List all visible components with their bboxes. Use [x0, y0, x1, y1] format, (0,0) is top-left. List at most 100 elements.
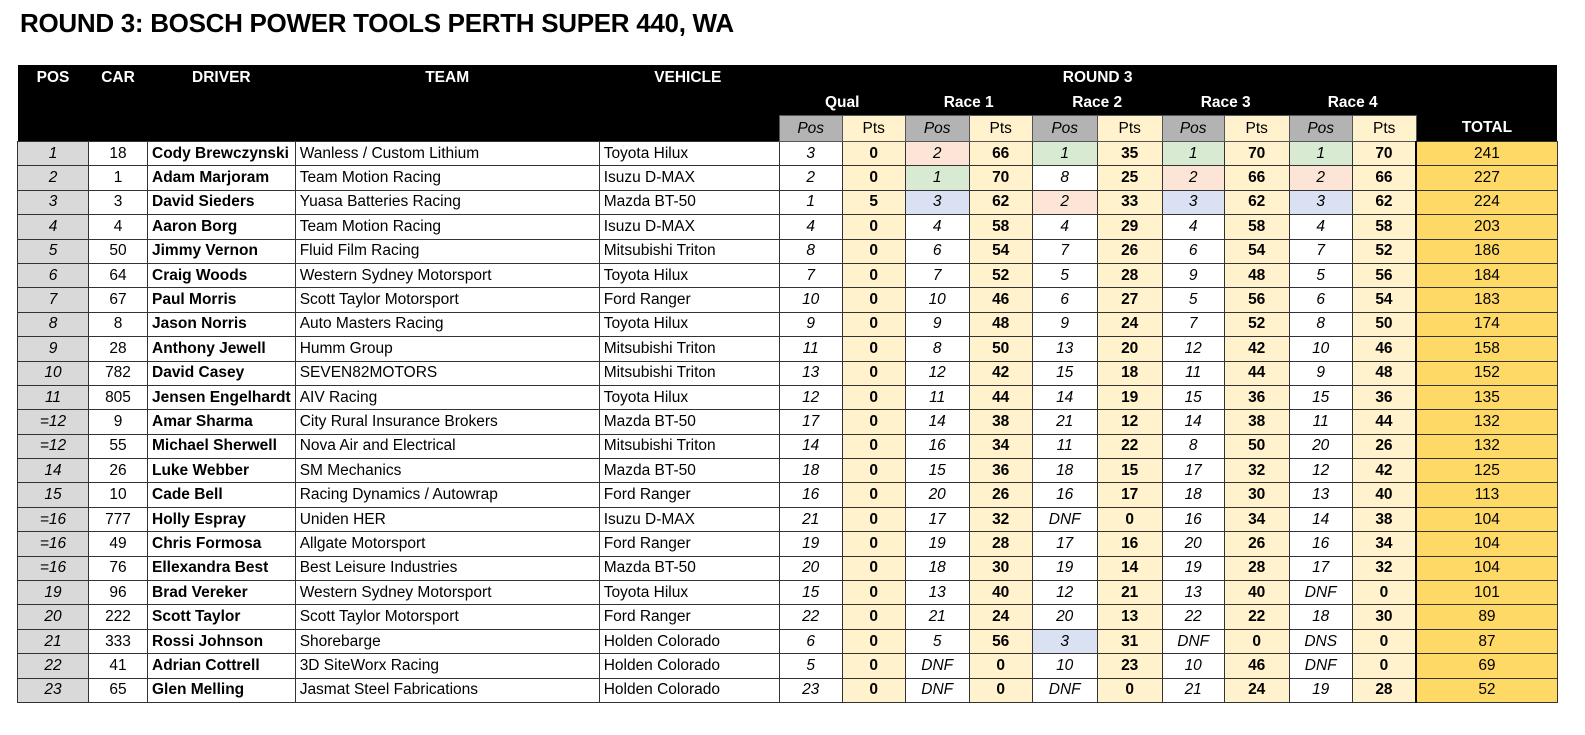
- qual-pts-cell: 0: [841, 506, 906, 533]
- race4-pos-cell: 15: [1288, 384, 1353, 411]
- race2-pts-cell: 25: [1096, 165, 1163, 191]
- header-race-4: Race 4: [1289, 91, 1417, 116]
- qual-pts-cell: 0: [841, 165, 906, 191]
- driver-cell: Holly Espray: [147, 506, 296, 533]
- race4-pts-cell: 0: [1351, 653, 1417, 679]
- race3-pos-cell: 17: [1161, 458, 1225, 484]
- vehicle-cell: Mazda BT-50: [598, 409, 780, 435]
- subheader-pts: Pts: [968, 115, 1033, 142]
- race2-pts-cell: 20: [1096, 336, 1163, 362]
- total-cell: 203: [1415, 214, 1558, 240]
- total-cell: 113: [1415, 482, 1558, 508]
- position-cell: 3: [17, 189, 89, 216]
- race4-pos-cell: 17: [1288, 555, 1353, 582]
- race1-pts-cell: 66: [968, 140, 1033, 167]
- driver-cell: Cody Brewczynski: [147, 140, 296, 167]
- position-cell: 10: [17, 360, 89, 386]
- race1-pts-cell: 48: [968, 311, 1033, 338]
- car-number-cell: 26: [88, 458, 148, 484]
- position-cell: =16: [17, 555, 89, 582]
- race1-pos-cell: 2: [904, 140, 970, 167]
- vehicle-cell: Mazda BT-50: [598, 555, 780, 582]
- race4-pos-cell: 5: [1288, 262, 1353, 289]
- race4-pos-cell: 2: [1288, 165, 1353, 191]
- position-cell: =16: [17, 506, 89, 533]
- team-cell: Allgate Motorsport: [294, 531, 600, 557]
- race4-pts-cell: 26: [1351, 433, 1417, 460]
- race4-pts-cell: 30: [1351, 604, 1417, 630]
- car-number-cell: 333: [88, 628, 148, 655]
- race1-pos-cell: 4: [904, 214, 970, 240]
- car-number-cell: 782: [88, 360, 148, 386]
- table-row: =16 76 Ellexandra Best Best Leisure Industr…: [17, 555, 1558, 582]
- qual-pos-cell: 2: [778, 165, 843, 191]
- race3-pos-cell: 12: [1161, 336, 1225, 362]
- race1-pts-cell: 46: [968, 287, 1033, 313]
- subheader-pts: Pts: [1351, 115, 1417, 142]
- race2-pts-cell: 13: [1096, 604, 1163, 630]
- header-round: ROUND 3: [779, 65, 1417, 91]
- total-cell: 183: [1415, 287, 1558, 313]
- race1-pts-cell: 58: [968, 214, 1033, 240]
- driver-cell: Craig Woods: [147, 262, 296, 289]
- car-number-cell: 96: [88, 580, 148, 606]
- total-cell: 104: [1415, 531, 1558, 557]
- driver-cell: Jason Norris: [147, 311, 296, 338]
- race3-pos-cell: 6: [1161, 238, 1225, 264]
- race1-pts-cell: 0: [968, 653, 1033, 679]
- race1-pts-cell: 34: [968, 433, 1033, 460]
- page-title: ROUND 3: BOSCH POWER TOOLS PERTH SUPER 4…: [20, 8, 734, 38]
- car-number-cell: 28: [88, 336, 148, 362]
- race2-pos-cell: 15: [1031, 360, 1098, 386]
- team-cell: Scott Taylor Motorsport: [294, 287, 600, 313]
- position-cell: 11: [17, 384, 89, 411]
- race3-pos-cell: 20: [1161, 531, 1225, 557]
- car-number-cell: 4: [88, 214, 148, 240]
- race4-pts-cell: 56: [1351, 262, 1417, 289]
- qual-pts-cell: 0: [841, 555, 906, 582]
- position-cell: 14: [17, 458, 89, 484]
- car-number-cell: 67: [88, 287, 148, 313]
- qual-pts-cell: 0: [841, 409, 906, 435]
- qual-pts-cell: 0: [841, 482, 906, 508]
- race1-pos-cell: 19: [904, 531, 970, 557]
- qual-pos-cell: 23: [778, 677, 843, 703]
- race2-pos-cell: 12: [1031, 580, 1098, 606]
- race3-pos-cell: 19: [1161, 555, 1225, 582]
- table-row: 10 782 David Casey SEVEN82MOTORS Mitsubishi …: [17, 360, 1558, 386]
- qual-pos-cell: 13: [778, 360, 843, 386]
- race2-pos-cell: 13: [1031, 336, 1098, 362]
- race2-pts-cell: 16: [1096, 531, 1163, 557]
- race4-pos-cell: 8: [1288, 311, 1353, 338]
- team-cell: 3D SiteWorx Racing: [294, 653, 600, 679]
- table-row: 19 96 Brad Vereker Western Sydney Motorspor…: [17, 580, 1558, 606]
- race1-pos-cell: 5: [904, 628, 970, 655]
- qual-pos-cell: 5: [778, 653, 843, 679]
- race4-pts-cell: 46: [1351, 336, 1417, 362]
- race3-pts-cell: 22: [1223, 604, 1290, 630]
- total-cell: 87: [1415, 628, 1558, 655]
- position-cell: 21: [17, 628, 89, 655]
- total-cell: 132: [1415, 433, 1558, 460]
- race3-pts-cell: 44: [1223, 360, 1290, 386]
- position-cell: 15: [17, 482, 89, 508]
- race2-pts-cell: 24: [1096, 311, 1163, 338]
- race4-pos-cell: 11: [1288, 409, 1353, 435]
- race3-pos-cell: 9: [1161, 262, 1225, 289]
- team-cell: Racing Dynamics / Autowrap: [294, 482, 600, 508]
- race3-pts-cell: 28: [1223, 555, 1290, 582]
- table-row: 14 26 Luke Webber SM Mechanics Mazda BT-50 18…: [17, 458, 1558, 484]
- race1-pts-cell: 28: [968, 531, 1033, 557]
- race2-pos-cell: DNF: [1031, 506, 1098, 533]
- car-number-cell: 777: [88, 506, 148, 533]
- vehicle-cell: Holden Colorado: [598, 653, 780, 679]
- race2-pts-cell: 19: [1096, 384, 1163, 411]
- race4-pos-cell: DNF: [1288, 653, 1353, 679]
- race2-pos-cell: 6: [1031, 287, 1098, 313]
- race3-pos-cell: 4: [1161, 214, 1225, 240]
- race1-pts-cell: 30: [968, 555, 1033, 582]
- position-cell: 4: [17, 214, 89, 240]
- driver-cell: Jensen Engelhardt: [147, 384, 296, 411]
- vehicle-cell: Holden Colorado: [598, 628, 780, 655]
- race4-pos-cell: 1: [1288, 140, 1353, 167]
